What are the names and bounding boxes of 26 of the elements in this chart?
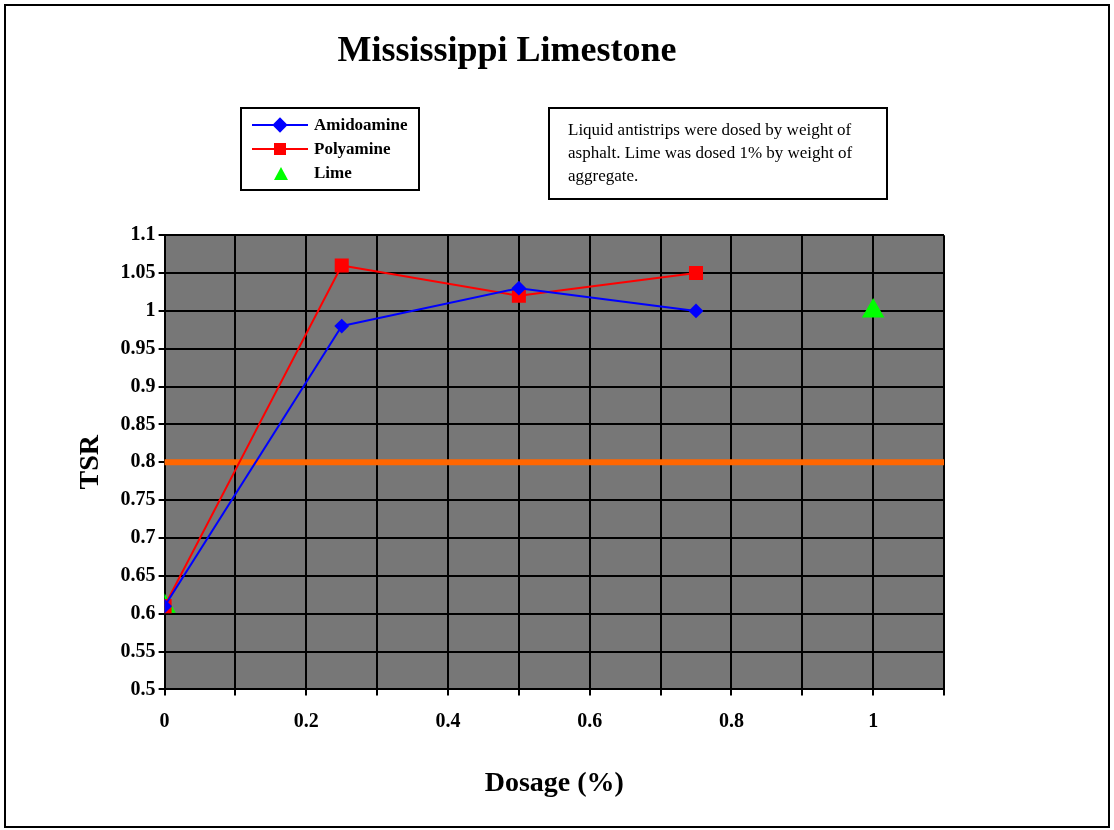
x-tick-label: 0.8: [718, 708, 744, 731]
y-tick-label: 1.1: [130, 222, 156, 245]
y-axis-title: TSR: [73, 434, 105, 490]
y-tick-label: 0.85: [120, 411, 156, 434]
legend-label: Amidoamine: [314, 115, 408, 135]
y-tick-label: 0.95: [120, 335, 156, 358]
x-tick-label: 0: [159, 708, 170, 731]
legend-label: Lime: [314, 163, 352, 183]
x-tick-label: 0.2: [293, 708, 319, 731]
y-tick-label: 0.6: [130, 600, 156, 623]
y-tick-label: 0.8: [130, 449, 156, 472]
x-tick-label: 1: [868, 708, 879, 731]
legend-label: Polyamine: [314, 139, 391, 159]
y-tick-label: 0.9: [130, 373, 156, 396]
y-tick-label: 0.7: [130, 525, 156, 548]
y-tick-label: 0.5: [130, 676, 156, 699]
x-tick-label: 0.4: [435, 708, 461, 731]
y-tick-label: 0.65: [120, 563, 156, 586]
y-tick-label: 0.55: [120, 638, 156, 661]
y-tick-label: 1.05: [120, 260, 156, 283]
y-tick-label: 1: [145, 298, 156, 321]
chart-title: Mississippi Limestone: [337, 28, 677, 69]
x-axis-title: Dosage (%): [484, 766, 624, 798]
y-tick-label: 0.75: [120, 487, 156, 510]
x-tick-label: 0.6: [577, 708, 603, 731]
text: Liquid antistrips were dosed by weight of asphalt. Lime was dosed 1% by weight of aggregate.: [548, 107, 888, 200]
